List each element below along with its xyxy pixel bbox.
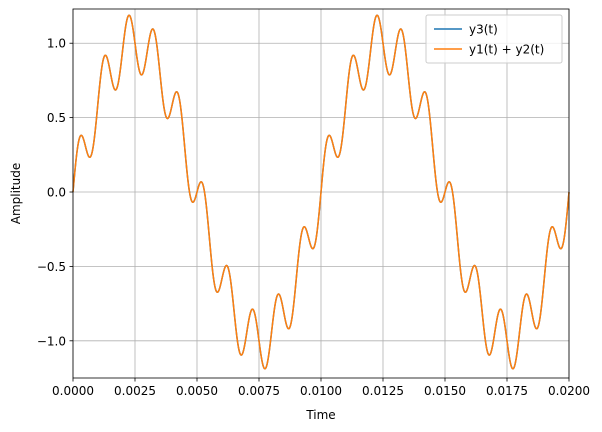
y-axis-label: Amplitude — [9, 163, 23, 225]
x-tick-label: 0.0000 — [52, 384, 94, 398]
plot-lines — [72, 14, 570, 370]
x-tick-label: 0.0200 — [548, 384, 590, 398]
y-tick-label: 0.0 — [47, 186, 66, 200]
y-tick-label: −1.0 — [37, 334, 66, 348]
y-tick-label: 0.5 — [47, 111, 66, 125]
legend-label-y3: y3(t) — [469, 23, 498, 37]
x-tick-label: 0.0050 — [176, 384, 218, 398]
legend-label-y1-plus-y2: y1(t) + y2(t) — [469, 43, 544, 57]
x-tick-label: 0.0125 — [362, 384, 404, 398]
x-axis-label: Time — [305, 408, 335, 422]
x-tick-label: 0.0025 — [114, 384, 156, 398]
x-tick-label: 0.0100 — [300, 384, 342, 398]
x-tick-label: 0.0175 — [486, 384, 528, 398]
y-axis: −1.0 −0.5 0.0 0.5 1.0 — [37, 37, 73, 348]
legend-box — [425, 14, 563, 64]
x-axis: 0.0000 0.0025 0.0050 0.0075 0.0100 0.0125 0.01… — [52, 378, 590, 398]
y-tick-label: −0.5 — [37, 260, 66, 274]
series-line-1 — [72, 14, 570, 370]
legend: y3(t) y1(t) + y2(t) — [425, 14, 563, 64]
y-tick-label: 1.0 — [47, 37, 66, 51]
x-tick-label: 0.0150 — [424, 384, 466, 398]
x-tick-label: 0.0075 — [238, 384, 280, 398]
